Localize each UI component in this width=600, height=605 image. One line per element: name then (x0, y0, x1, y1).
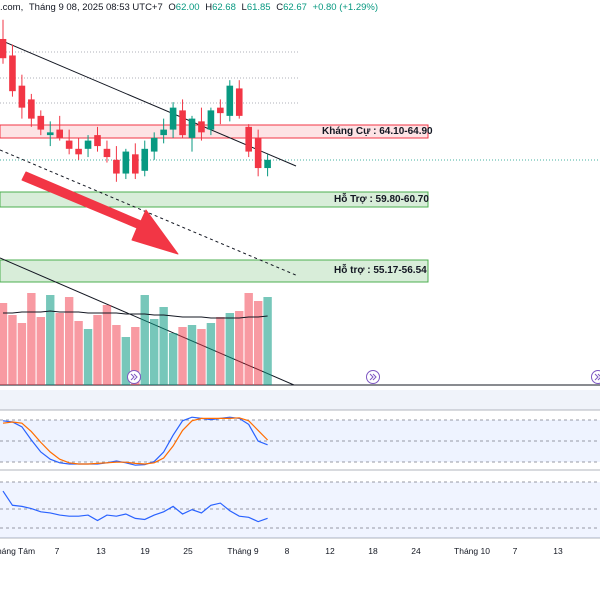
x-tick: 25 (183, 546, 192, 556)
volume-bar (8, 315, 16, 385)
candle-body (141, 149, 148, 171)
pane-scrollbar (0, 390, 600, 410)
candle-body (9, 55, 16, 91)
volume-bar (197, 329, 205, 385)
volume-bar (216, 317, 224, 385)
volume-bar (46, 295, 54, 385)
candle-body (160, 130, 167, 135)
x-tick: 8 (285, 546, 290, 556)
oscillator-panes (0, 417, 600, 538)
volume-bar (74, 321, 82, 385)
x-tick: 13 (553, 546, 562, 556)
volume-bar (103, 305, 111, 385)
candle-body (75, 149, 82, 154)
volume-bar (178, 327, 186, 385)
candle-body (208, 110, 215, 129)
candle-body (264, 160, 271, 168)
volume-bar (226, 313, 234, 385)
candle-body (94, 135, 101, 146)
legend-close: 62.67 (283, 2, 307, 13)
volume-bar (235, 311, 243, 385)
resistance-zone-label: Kháng Cự : 64.10-64.90 (322, 126, 433, 137)
legend-datetime: Tháng 9 08, 2025 08:53 UTC+7 (29, 2, 163, 13)
candle-body (236, 88, 243, 115)
arrow-annotation (22, 172, 178, 254)
candle-body (38, 116, 45, 130)
legend-change: +0.80 (+1.29%) (313, 2, 379, 13)
volume-bar (37, 317, 45, 385)
x-tick: Tháng 9 (227, 546, 258, 556)
x-tick: 7 (55, 546, 60, 556)
volume-bar (254, 301, 262, 385)
volume-bar (245, 293, 253, 385)
volume-bar (150, 319, 158, 385)
candle-body (113, 160, 120, 174)
scroll-badge-icon (592, 371, 600, 384)
candle-body (56, 130, 63, 138)
candle-body (170, 108, 177, 130)
legend-header: .com, Tháng 9 08, 2025 08:53 UTC+7 O62.0… (0, 2, 381, 16)
x-tick: 7 (513, 546, 518, 556)
candle-body (245, 127, 252, 152)
candle-body (123, 152, 130, 174)
x-tick: 19 (140, 546, 149, 556)
legend-open: 62.00 (176, 2, 200, 13)
volume-bar (56, 313, 64, 385)
candle-body (217, 108, 224, 113)
candle-body (179, 110, 186, 135)
candle-body (19, 86, 26, 108)
volume-bar (27, 293, 35, 385)
candle-body (0, 39, 6, 58)
legend-low: 61.85 (247, 2, 271, 13)
down-arrow-shape (22, 172, 178, 254)
candle-body (47, 132, 54, 135)
x-tick: 13 (96, 546, 105, 556)
x-tick: Tháng 10 (454, 546, 490, 556)
legend-open-label: O (168, 2, 175, 13)
volume-bar (93, 315, 101, 385)
x-tick: 12 (325, 546, 334, 556)
support-zone-label-2: Hỗ trợ : 55.17-56.54 (334, 265, 427, 276)
candle-body (189, 119, 196, 138)
candle-body (255, 138, 262, 168)
candle-body (28, 99, 35, 118)
legend-high: 62.68 (212, 2, 236, 13)
volume-bar (207, 323, 215, 385)
candle-body (151, 138, 158, 152)
candle-body (198, 121, 205, 132)
legend-source: .com, (0, 2, 26, 13)
rsi-band (0, 482, 600, 538)
volume-bar (159, 307, 167, 385)
candle-body (66, 141, 73, 149)
dashed-channel-line (0, 150, 298, 276)
volume-bar (169, 333, 177, 385)
candle-body (132, 154, 139, 173)
volume-bar (188, 325, 196, 385)
volume-bar (141, 295, 149, 385)
x-tick: 24 (411, 546, 420, 556)
volume-bar (65, 297, 73, 385)
candle-body (104, 149, 111, 157)
volume-bar (18, 323, 26, 385)
volume-bar (112, 325, 120, 385)
volume-bar (0, 303, 7, 385)
candle-body (85, 141, 92, 149)
x-tick: háng Tám (0, 546, 35, 556)
support-zone-label-1: Hỗ Trợ : 59.80-60.70 (334, 194, 429, 205)
x-tick: 18 (368, 546, 377, 556)
candle-body (227, 86, 234, 116)
volume-bar (263, 297, 271, 385)
volume-bar (84, 329, 92, 385)
